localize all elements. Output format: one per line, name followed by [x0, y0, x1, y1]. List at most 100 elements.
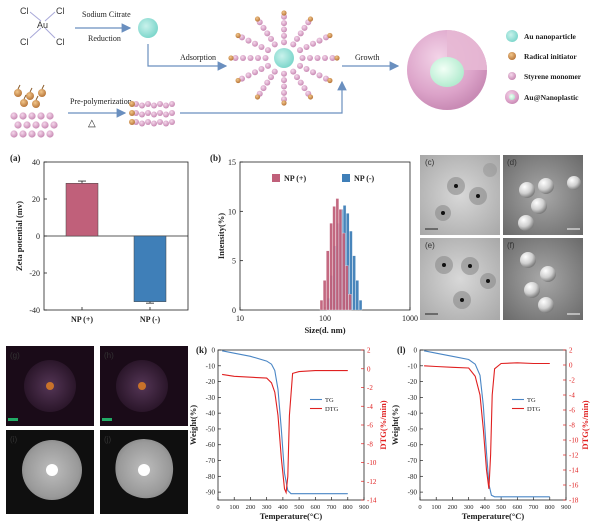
- monomer-bead: [32, 121, 40, 129]
- monomer-bead: [290, 41, 297, 48]
- monomer-bead: [163, 120, 169, 127]
- y2-tick-label: -4: [367, 403, 373, 411]
- x-tick-label: 600: [512, 504, 522, 511]
- bar: [65, 183, 99, 237]
- legend-label: NP (+): [284, 174, 306, 183]
- cl-label: Cl: [56, 37, 65, 47]
- initiator-tail: [23, 94, 27, 100]
- panel-label-h: (h): [104, 351, 114, 360]
- eds-map-g: (g): [6, 346, 94, 426]
- monomer-bead: [41, 121, 49, 129]
- au-label: Au: [37, 20, 48, 30]
- dtg-line: [222, 370, 348, 495]
- y2-axis-label: DTG(%/min): [378, 400, 388, 449]
- panel-label-b: (b): [210, 153, 221, 163]
- y-tick-label: 0: [414, 347, 418, 355]
- monomer-bead: [301, 24, 308, 31]
- monomer-bead: [281, 70, 287, 77]
- monomer-bead: [281, 32, 287, 39]
- legend-monomer-icon: [508, 72, 516, 80]
- monomer-bead: [316, 72, 323, 79]
- legend-label: NP (-): [354, 174, 375, 183]
- x-axis-label: Size(d. nm): [304, 325, 345, 335]
- monomer-bead: [258, 66, 265, 73]
- x-tick-label: 400: [480, 504, 490, 511]
- monomer-bead: [251, 69, 258, 76]
- monomer-bead: [37, 130, 45, 138]
- styrene-monomer-group: [10, 112, 58, 138]
- monomer-bead: [310, 40, 317, 47]
- histogram-bar: [348, 294, 352, 311]
- cl-label: Cl: [20, 37, 29, 47]
- x-tick-label: 700: [327, 504, 337, 511]
- monomer-bead: [297, 62, 304, 69]
- initiator-tail: [17, 84, 21, 90]
- monomer-bead: [19, 130, 27, 138]
- cl-label: Cl: [56, 6, 65, 16]
- x-tick-label: 0: [418, 504, 421, 511]
- y2-tick-label: -2: [367, 384, 373, 392]
- legend-au-text: Au nanoparticle: [524, 32, 577, 41]
- monomer-bead: [294, 74, 300, 81]
- x-axis-label: Temperature(°C): [462, 511, 525, 521]
- y2-tick-label: -12: [569, 452, 579, 460]
- synthesis-scheme: Cl Cl Cl Cl Au Sodium Citrate Reduction …: [10, 6, 582, 138]
- monomer-bead: [281, 39, 287, 46]
- y-tick-label: 20: [32, 195, 40, 204]
- monomer-bead: [264, 62, 271, 69]
- monomer-bead: [251, 40, 258, 47]
- step1-text: Reduction: [88, 34, 121, 43]
- y-axis-label: Weight(%): [188, 405, 198, 445]
- monomer-bead: [145, 101, 151, 107]
- panel-label-i: (i): [10, 435, 17, 444]
- monomer-bead: [264, 47, 271, 54]
- x-tick-label: 10: [236, 314, 244, 323]
- sem-image-f: (f): [503, 238, 583, 320]
- monomer-bead: [139, 102, 145, 109]
- monomer-bead: [157, 101, 163, 107]
- y-tick-label: 15: [228, 158, 236, 167]
- chart-l-tga: (l) 0-10-20-30-40-50-60-70-80-9020-2-4-6…: [390, 345, 590, 521]
- tg-line: [423, 350, 550, 498]
- legend-label: DTG: [325, 406, 339, 413]
- panel-label-l: (l): [397, 345, 406, 355]
- x-tick-label: NP (-): [140, 315, 161, 324]
- scheme-legend: Au nanoparticle Radical initiator Styren…: [505, 30, 582, 104]
- x-axis-label: Temperature(°C): [260, 511, 323, 521]
- dtg-line: [424, 362, 550, 489]
- histogram-bar: [319, 299, 324, 311]
- monomer-bead: [145, 119, 151, 125]
- monomer-bead: [169, 101, 175, 107]
- monomer-bead: [245, 72, 252, 79]
- legend-monomer-text: Styrene monomer: [524, 72, 582, 81]
- au-core: [274, 48, 294, 68]
- au-nanoparticle-seed: [138, 18, 158, 38]
- au-nanoplastic-sphere: [407, 30, 487, 110]
- initiator-bead: [26, 92, 34, 100]
- monomer-bead: [10, 130, 18, 138]
- initiator-bead: [281, 10, 287, 16]
- histogram-bar: [326, 250, 330, 311]
- sem-image-d: (d): [503, 155, 583, 235]
- monomer-bead: [281, 96, 287, 103]
- haadf-image-j: (j): [100, 430, 188, 514]
- x-tick-label: 500: [496, 504, 506, 511]
- panel-label-a: (a): [10, 153, 21, 163]
- y2-tick-label: -6: [367, 422, 373, 430]
- initiator-bead: [32, 100, 40, 108]
- legend-label: TG: [527, 397, 536, 404]
- y-tick-label: -60: [206, 441, 216, 449]
- y-tick-label: -50: [206, 425, 216, 433]
- monomer-bead: [322, 55, 328, 61]
- monomer-bead: [151, 120, 157, 127]
- monomer-bead: [260, 85, 267, 92]
- y2-tick-label: -2: [569, 377, 575, 385]
- x-tick-label: 200: [448, 504, 458, 511]
- histogram-bar: [358, 299, 363, 311]
- initiator-bead: [327, 32, 333, 39]
- tem-image-c: (c): [420, 155, 500, 235]
- histogram-bar: [338, 209, 343, 311]
- initiator-bead: [235, 32, 241, 39]
- legend-nanoplastic-text: Au@Nanoplastic: [524, 93, 579, 102]
- monomer-bead: [50, 121, 58, 129]
